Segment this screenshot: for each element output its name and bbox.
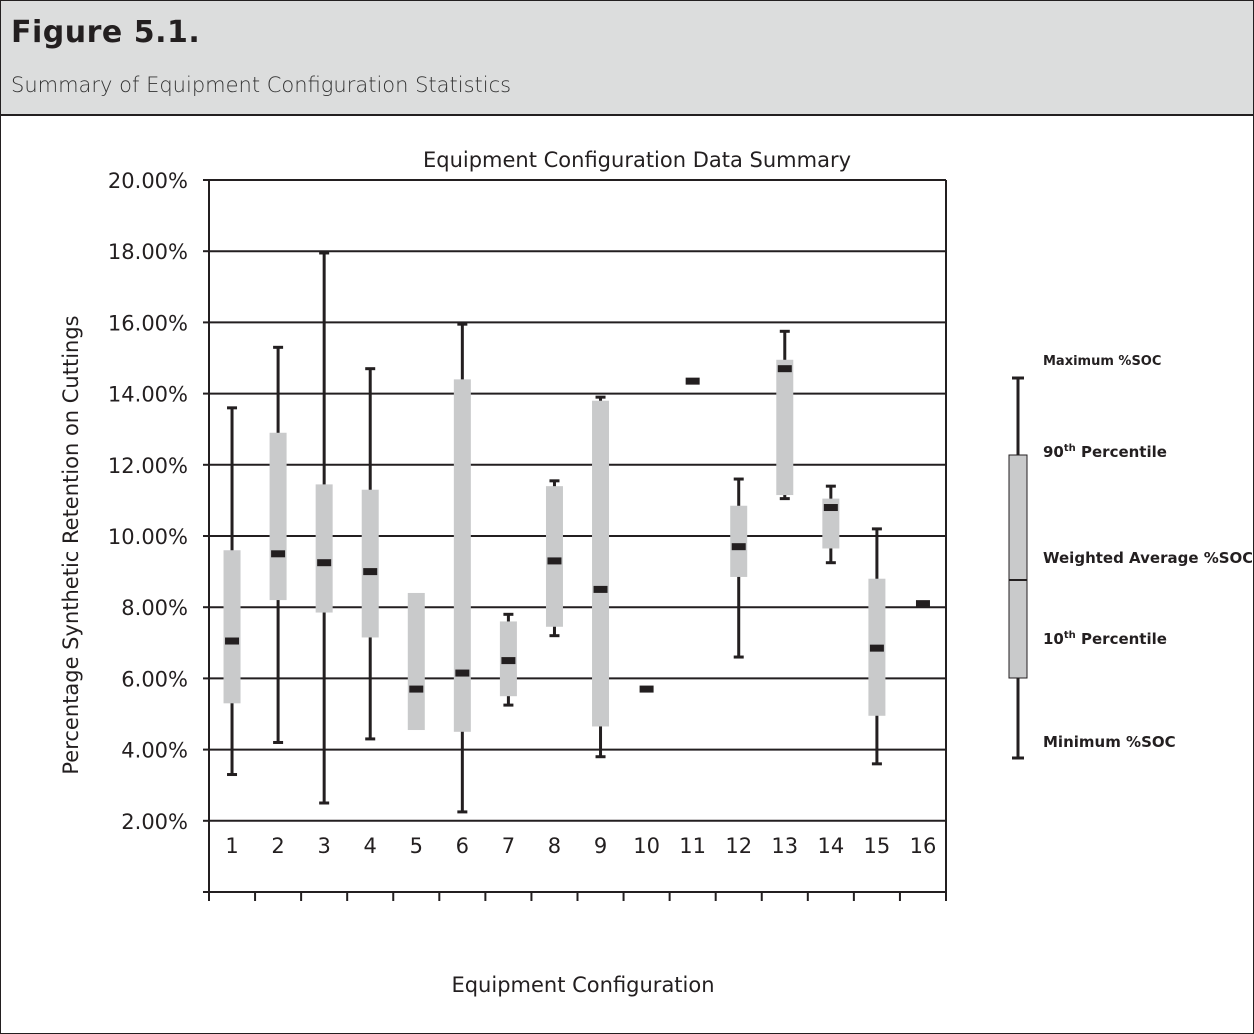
boxplot-chart: 2.00%4.00%6.00%8.00%10.00%12.00%14.00%16… [59, 148, 1252, 997]
weighted-average-marker [823, 504, 838, 512]
legend-average-label: Weighted Average %SOC [1043, 549, 1252, 567]
y-tick-label: 4.00% [121, 739, 188, 763]
x-tick-label: 10 [633, 834, 660, 858]
weighted-average-marker [639, 685, 654, 693]
weighted-average-marker [409, 685, 424, 693]
x-tick-label: 3 [317, 834, 330, 858]
weighted-average-marker [685, 377, 700, 385]
legend-p10-label: 10th Percentile [1043, 630, 1167, 648]
x-tick-label: 1 [225, 834, 238, 858]
y-tick-label: 8.00% [121, 596, 188, 620]
weighted-average-marker [455, 669, 470, 677]
percentile-box [269, 432, 287, 601]
percentile-box [361, 489, 379, 638]
chart-title: Equipment Configuration Data Summary [423, 148, 851, 172]
weighted-average-marker [731, 543, 746, 551]
y-tick-label: 2.00% [121, 810, 188, 834]
y-tick-label: 6.00% [121, 667, 188, 691]
x-tick-label: 13 [771, 834, 798, 858]
x-tick-label: 5 [410, 834, 423, 858]
percentile-box [223, 550, 241, 704]
percentile-box [776, 359, 794, 496]
legend-box [1008, 454, 1028, 679]
weighted-average-marker [593, 585, 608, 593]
weighted-average-marker [225, 637, 240, 645]
x-tick-label: 11 [679, 834, 706, 858]
weighted-average-marker [869, 644, 884, 652]
x-axis-title: Equipment Configuration [451, 973, 714, 997]
percentile-box [730, 505, 748, 577]
x-tick-label: 12 [725, 834, 752, 858]
weighted-average-marker [317, 559, 332, 567]
figure-label: Figure 5.1. [11, 15, 201, 50]
x-tick-label: 16 [910, 834, 937, 858]
percentile-box [407, 592, 425, 731]
percentile-box [545, 486, 563, 627]
weighted-average-marker [271, 550, 286, 558]
figure-caption: Summary of Equipment Configuration Stati… [11, 73, 512, 97]
percentile-box [315, 484, 333, 613]
x-tick-label: 2 [271, 834, 284, 858]
y-tick-label: 18.00% [108, 240, 188, 264]
y-tick-label: 12.00% [108, 454, 188, 478]
figure-header: Figure 5.1. Summary of Equipment Configu… [1, 1, 1253, 116]
y-axis-title: Percentage Synthetic Retention on Cuttin… [59, 315, 83, 774]
percentile-box [822, 498, 840, 549]
legend-p90-label: 90th Percentile [1043, 443, 1167, 461]
x-tick-label: 8 [548, 834, 561, 858]
y-tick-label: 10.00% [108, 525, 188, 549]
y-tick-label: 20.00% [108, 169, 188, 193]
x-tick-label: 15 [864, 834, 891, 858]
x-tick-label: 9 [594, 834, 607, 858]
weighted-average-marker [547, 557, 562, 565]
x-tick-label: 7 [502, 834, 515, 858]
x-tick-label: 4 [364, 834, 377, 858]
legend-min-label: Minimum %SOC [1043, 733, 1176, 751]
percentile-box [453, 379, 471, 732]
weighted-average-marker [777, 365, 792, 373]
weighted-average-marker [501, 657, 516, 665]
weighted-average-marker [363, 568, 378, 576]
legend-max-label: Maximum %SOC [1043, 354, 1161, 369]
weighted-average-marker [915, 600, 930, 608]
x-tick-label: 6 [456, 834, 469, 858]
y-tick-label: 16.00% [108, 311, 188, 335]
percentile-box [592, 400, 610, 727]
y-tick-label: 14.00% [108, 383, 188, 407]
x-tick-label: 14 [817, 834, 844, 858]
